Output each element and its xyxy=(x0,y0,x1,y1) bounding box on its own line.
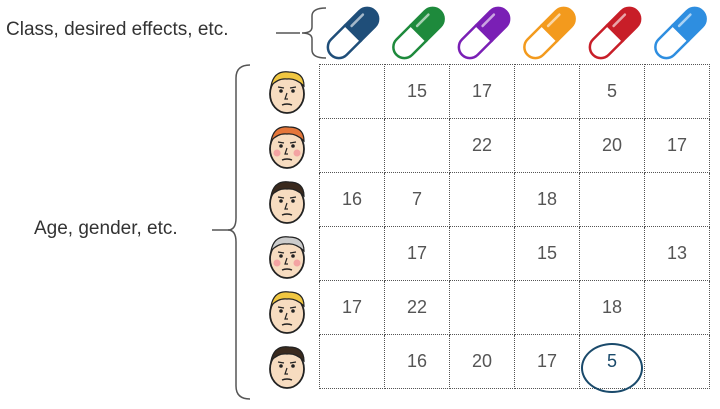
column-axis-label: Age, gender, etc. xyxy=(34,218,178,239)
grid-cell: 15 xyxy=(384,64,450,119)
grid-cell xyxy=(514,280,580,335)
face-icon xyxy=(269,71,305,114)
face-icon xyxy=(269,126,305,169)
grid-cell xyxy=(449,172,515,227)
grid-cell: 13 xyxy=(644,226,710,281)
grid-cell: 5 xyxy=(579,64,645,119)
grid-cell: 16 xyxy=(384,334,450,389)
pill-icon xyxy=(392,6,445,60)
pill-row xyxy=(326,6,707,60)
grid-cell: 22 xyxy=(384,280,450,335)
pill-icon xyxy=(654,6,707,60)
grid-cell: 17 xyxy=(319,280,385,335)
grid-row: 17 22 18 xyxy=(319,280,710,335)
grid-cell xyxy=(514,118,580,173)
grid-row: 15 17 5 xyxy=(319,64,710,119)
grid-row: 16 7 18 xyxy=(319,172,710,227)
grid-cell xyxy=(579,172,645,227)
top-curly-bracket-icon xyxy=(301,7,327,59)
pill-icon xyxy=(523,6,576,60)
pill-icon xyxy=(588,6,642,60)
grid-cell: 16 xyxy=(319,172,385,227)
grid-cell: 20 xyxy=(579,118,645,173)
grid-cell: 15 xyxy=(514,226,580,281)
face-icon xyxy=(269,346,305,389)
grid-cell xyxy=(644,334,710,389)
grid-cell: 22 xyxy=(449,118,515,173)
grid-cell xyxy=(319,64,385,119)
grid-row: 17 15 13 xyxy=(319,226,710,281)
grid-cell: 17 xyxy=(384,226,450,281)
grid-cell xyxy=(644,64,710,119)
grid-cell: 20 xyxy=(449,334,515,389)
data-grid: 15 17 5 22 20 17 16 7 18 17 15 13 17 22 18 16 20 17 5 xyxy=(319,64,710,389)
grid-cell: 18 xyxy=(579,280,645,335)
face-icon xyxy=(269,236,305,279)
grid-cell xyxy=(644,280,710,335)
grid-cell xyxy=(644,172,710,227)
grid-cell: 17 xyxy=(644,118,710,173)
grid-cell: 7 xyxy=(384,172,450,227)
grid-cell: 17 xyxy=(449,64,515,119)
grid-row: 22 20 17 xyxy=(319,118,710,173)
row-axis-label: Class, desired effects, etc. xyxy=(6,19,229,40)
grid-cell: 17 xyxy=(514,334,580,389)
grid-cell xyxy=(579,226,645,281)
grid-cell xyxy=(319,226,385,281)
grid-cell xyxy=(449,226,515,281)
pill-icon xyxy=(457,6,511,60)
grid-cell: 18 xyxy=(514,172,580,227)
face-icon xyxy=(269,291,305,334)
grid-row: 16 20 17 5 xyxy=(319,334,710,389)
grid-cell: 5 xyxy=(579,334,645,389)
face-icon xyxy=(269,181,305,224)
side-curly-bracket-icon xyxy=(227,64,251,400)
grid-cell xyxy=(514,64,580,119)
pill-icon xyxy=(326,6,380,60)
grid-cell xyxy=(319,118,385,173)
grid-cell xyxy=(449,280,515,335)
grid-cell xyxy=(319,334,385,389)
grid-cell xyxy=(384,118,450,173)
